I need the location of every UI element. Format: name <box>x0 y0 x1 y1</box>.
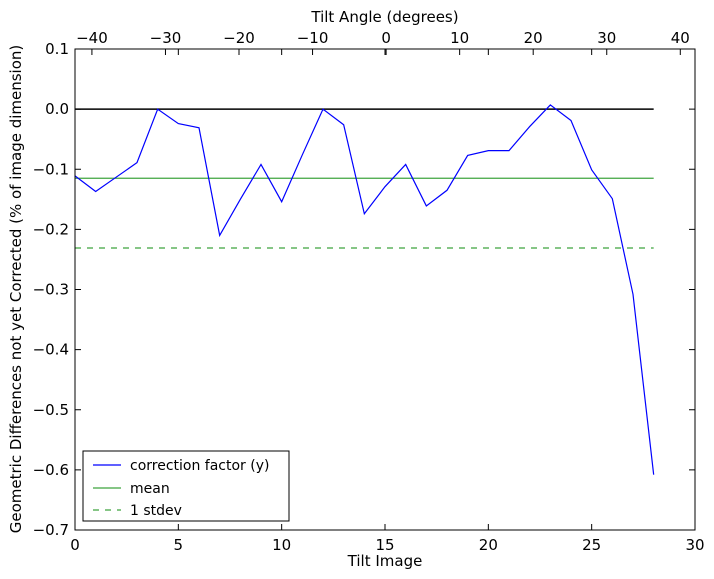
y-tick-label: −0.5 <box>33 401 69 419</box>
top-tick-label: 30 <box>597 29 616 47</box>
x-tick-label: 15 <box>375 536 394 554</box>
top-tick-label: 0 <box>381 29 391 47</box>
y-axis-title: Geometric Differences not yet Corrected … <box>7 45 25 534</box>
series-lines <box>74 104 655 475</box>
top-tick-label: −40 <box>76 29 108 47</box>
y-tick-label: −0.6 <box>33 461 69 479</box>
top-tick-label: 40 <box>671 29 690 47</box>
y-tick-label: −0.1 <box>33 160 69 178</box>
top-tick-label: 20 <box>524 29 543 47</box>
y-tick-label: −0.7 <box>33 521 69 539</box>
top-tick-label: −10 <box>297 29 329 47</box>
top-axis-title: Tilt Angle (degrees) <box>310 8 458 26</box>
legend: correction factor (y) mean 1 stdev <box>82 450 290 522</box>
legend-label-1-stdev: 1 stdev <box>130 503 182 519</box>
x-tick-label: 0 <box>70 536 80 554</box>
y-tick-label: 0.1 <box>45 40 69 58</box>
x-tick-label: 30 <box>685 536 704 554</box>
x-axis-title: Tilt Image <box>347 552 423 570</box>
x-tick-label: 25 <box>582 536 601 554</box>
x-tick-label: 5 <box>174 536 184 554</box>
series-line-correction-factor-y <box>74 104 655 475</box>
y-tick-label: −0.2 <box>33 220 69 238</box>
y-tick-label: −0.4 <box>33 341 69 359</box>
x-tick-label: 10 <box>272 536 291 554</box>
top-tick-label: −20 <box>223 29 255 47</box>
y-tick-label: −0.3 <box>33 281 69 299</box>
legend-label-mean: mean <box>130 481 170 497</box>
x-tick-label: 20 <box>479 536 498 554</box>
axis-ticks: 0 5 10 15 20 25 30 −0.7 −0.6 −0.5 −0.4 −0.3 −0.2 −0.1… <box>33 29 705 554</box>
top-tick-label: −30 <box>150 29 182 47</box>
legend-box <box>82 450 290 522</box>
y-tick-label: 0.0 <box>45 100 69 118</box>
legend-label-correction-factor: correction factor (y) <box>130 458 269 474</box>
plot-area-background <box>75 49 695 530</box>
top-tick-label: 10 <box>450 29 469 47</box>
